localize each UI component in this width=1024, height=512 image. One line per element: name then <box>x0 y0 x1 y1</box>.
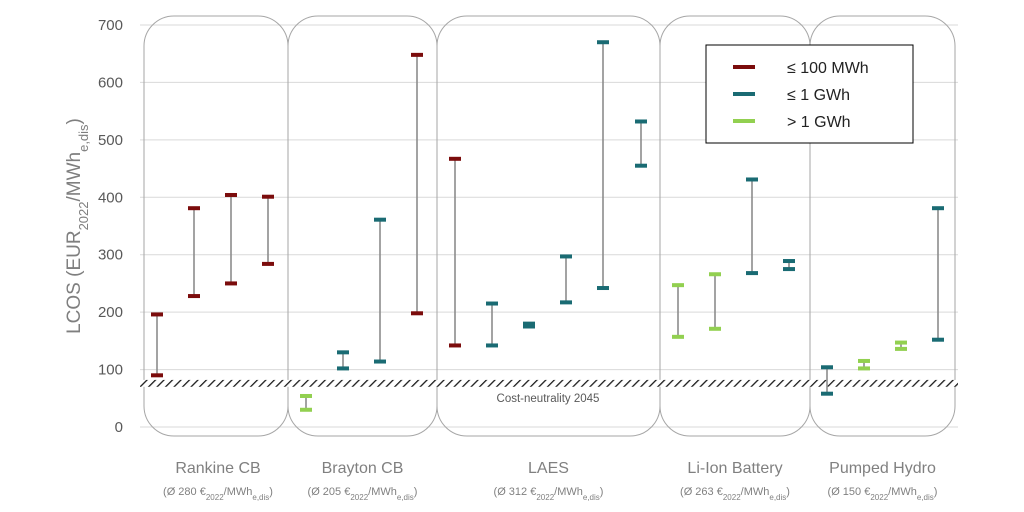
range-cap-high <box>709 272 721 277</box>
category-subtitle: (Ø 312 €2022/MWhe,dis) <box>494 486 604 502</box>
legend-swatch <box>733 65 755 69</box>
category-subtitle: (Ø 205 €2022/MWhe,dis) <box>308 486 418 502</box>
range-cap-high <box>858 358 870 363</box>
legend-swatch <box>733 92 755 96</box>
range-cap-high <box>635 119 647 124</box>
category-labels: Rankine CB (Ø 280 €2022/MWhe,dis) Brayton … <box>163 460 937 502</box>
range-cap-low <box>486 343 498 348</box>
range-cap-low <box>635 163 647 168</box>
range-cap-low <box>895 346 907 351</box>
range-cap-low <box>188 294 200 299</box>
range-cap-high <box>783 259 795 264</box>
y-axis-label: LCOS (EUR2022/MWhe,dis) <box>64 118 91 334</box>
range-cap-high <box>746 177 758 182</box>
category-subtitle: (Ø 263 €2022/MWhe,dis) <box>680 486 790 502</box>
y-tick-label: 300 <box>98 247 123 264</box>
range-cap-low <box>932 337 944 342</box>
gridlines <box>140 24 958 428</box>
range-cap-high <box>411 52 423 57</box>
category-label: Rankine CB <box>175 460 260 477</box>
range-cap-high <box>821 365 833 370</box>
range-cap-high <box>523 321 535 326</box>
range-cap-low <box>560 300 572 305</box>
category-label: LAES <box>528 460 569 477</box>
group-panel <box>809 15 956 437</box>
range-cap-low <box>597 286 609 291</box>
cost-neutrality-label: Cost-neutrality 2045 <box>497 393 600 405</box>
y-tick-label: 500 <box>98 132 123 149</box>
range-cap-low <box>709 326 721 331</box>
range-cap-low <box>337 366 349 371</box>
group-panel <box>143 15 289 437</box>
range-cap-low <box>672 334 684 339</box>
category-subtitle: (Ø 150 €2022/MWhe,dis) <box>828 486 938 502</box>
y-tick-label: 600 <box>98 74 123 91</box>
range-cap-high <box>672 283 684 288</box>
range-cap-low <box>151 373 163 378</box>
range-marks <box>151 40 944 412</box>
range-cap-low <box>449 343 461 348</box>
range-cap-low <box>300 407 312 412</box>
y-tick-label: 700 <box>98 17 123 34</box>
group-panels <box>143 15 956 437</box>
range-cap-high <box>262 194 274 199</box>
legend-label: > 1 GWh <box>787 114 851 131</box>
range-cap-high <box>895 340 907 345</box>
y-tick-label: 0 <box>115 419 123 436</box>
range-cap-high <box>374 217 386 222</box>
range-cap-high <box>932 206 944 211</box>
category-label: Li-Ion Battery <box>687 460 782 477</box>
range-cap-low <box>746 271 758 276</box>
category-label: Pumped Hydro <box>829 460 936 477</box>
range-cap-low <box>821 391 833 396</box>
group-panel <box>436 15 661 437</box>
cost-neutrality-band: Cost-neutrality 2045 <box>140 379 958 405</box>
range-cap-low <box>374 359 386 364</box>
legend-swatch <box>733 119 755 123</box>
range-cap-low <box>225 281 237 286</box>
range-cap-high <box>486 301 498 306</box>
range-cap-high <box>337 350 349 355</box>
range-cap-low <box>262 261 274 266</box>
range-cap-high <box>188 206 200 211</box>
y-tick-label: 100 <box>98 362 123 379</box>
y-tick-label: 200 <box>98 304 123 321</box>
range-cap-high <box>449 156 461 161</box>
category-subtitle: (Ø 280 €2022/MWhe,dis) <box>163 486 273 502</box>
range-cap-high <box>560 254 572 259</box>
range-cap-low <box>858 366 870 371</box>
cost-neutrality-hatch <box>140 379 958 387</box>
category-label: Brayton CB <box>322 460 404 477</box>
range-cap-high <box>151 312 163 317</box>
range-cap-low <box>523 324 535 329</box>
legend-label: ≤ 100 MWh <box>787 60 869 77</box>
range-cap-low <box>411 311 423 316</box>
range-cap-high <box>225 192 237 197</box>
legend: ≤ 100 MWh ≤ 1 GWh > 1 GWh <box>705 44 914 144</box>
range-cap-high <box>300 393 312 398</box>
y-tick-label: 400 <box>98 189 123 206</box>
group-panel <box>287 15 438 437</box>
range-cap-high <box>597 40 609 45</box>
range-cap-low <box>783 267 795 272</box>
legend-label: ≤ 1 GWh <box>787 87 850 104</box>
y-axis-ticks: 0 100 200 300 400 500 600 700 <box>98 17 123 436</box>
